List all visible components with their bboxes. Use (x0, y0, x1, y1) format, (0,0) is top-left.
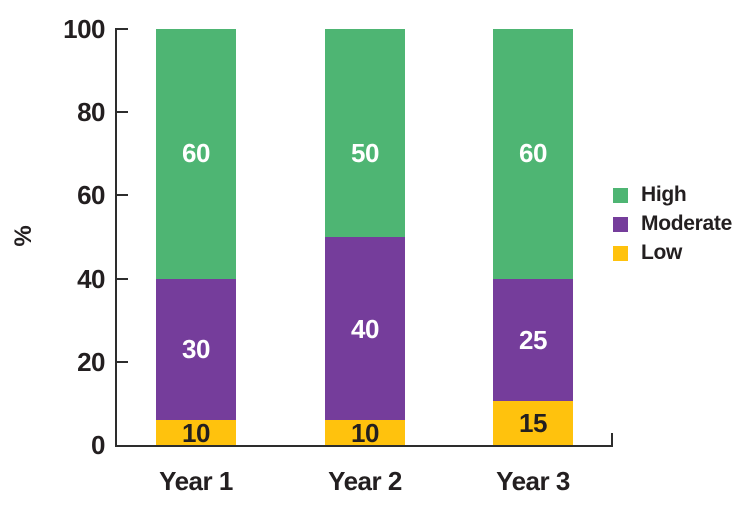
x-axis-line (115, 445, 613, 447)
y-axis-tick-mark (115, 28, 128, 30)
bar-value-label-low-year-1: 10 (182, 417, 210, 448)
bar-segment-moderate-year-1 (156, 278, 236, 421)
bar-value-label-high-year-3: 60 (519, 138, 547, 168)
bar-value-label-high-year-1: 60 (182, 138, 210, 168)
bar-segment-high-year-3 (493, 29, 573, 279)
legend-item-low: Low (613, 241, 732, 264)
legend-label-high: High (641, 183, 687, 206)
y-axis-tick-label: 80 (77, 97, 105, 128)
y-axis-tick-label: 100 (63, 14, 105, 44)
bar-value-label-moderate-year-2: 40 (351, 313, 379, 344)
bar-segment-high-year-1 (156, 29, 236, 279)
legend-swatch-moderate (613, 216, 628, 232)
chart-legend: High Moderate Low (613, 183, 732, 271)
bar-segment-moderate-year-3 (493, 278, 573, 402)
y-axis-tick-mark (115, 360, 128, 363)
y-axis-tick-mark (115, 111, 128, 114)
y-axis-tick-mark (115, 194, 128, 197)
bar-value-label-low-year-3: 15 (519, 408, 547, 439)
bar-segment-low-year-3 (493, 401, 573, 445)
x-axis-category-label: Year 1 (159, 466, 233, 496)
y-axis-line (115, 28, 117, 447)
bar-segment-low-year-2 (325, 420, 405, 445)
legend-label-moderate: Moderate (641, 212, 732, 235)
bar-value-label-low-year-2: 10 (351, 417, 379, 448)
y-axis-tick-label: 60 (77, 180, 105, 211)
y-axis-tick-label: 40 (77, 263, 105, 294)
legend-swatch-low (613, 245, 628, 261)
y-axis-tick-label: 20 (77, 346, 105, 377)
x-axis-category-label: Year 3 (496, 466, 570, 496)
bar-segment-moderate-year-2 (325, 237, 405, 421)
y-axis-tick-label: 0 (91, 430, 105, 460)
y-axis-title: % (10, 225, 37, 247)
bar-value-label-moderate-year-1: 30 (182, 334, 210, 365)
y-axis-tick-mark (115, 277, 128, 280)
bar-segment-high-year-2 (325, 29, 405, 237)
legend-item-high: High (613, 183, 732, 206)
x-axis-end-tick (611, 433, 613, 447)
legend-item-moderate: Moderate (613, 212, 732, 235)
bar-value-label-high-year-2: 50 (351, 138, 379, 168)
x-axis-category-label: Year 2 (328, 466, 402, 496)
bar-segment-low-year-1 (156, 420, 236, 445)
legend-label-low: Low (641, 241, 683, 264)
bar-value-label-moderate-year-3: 25 (519, 324, 547, 355)
legend-swatch-high (613, 187, 628, 203)
